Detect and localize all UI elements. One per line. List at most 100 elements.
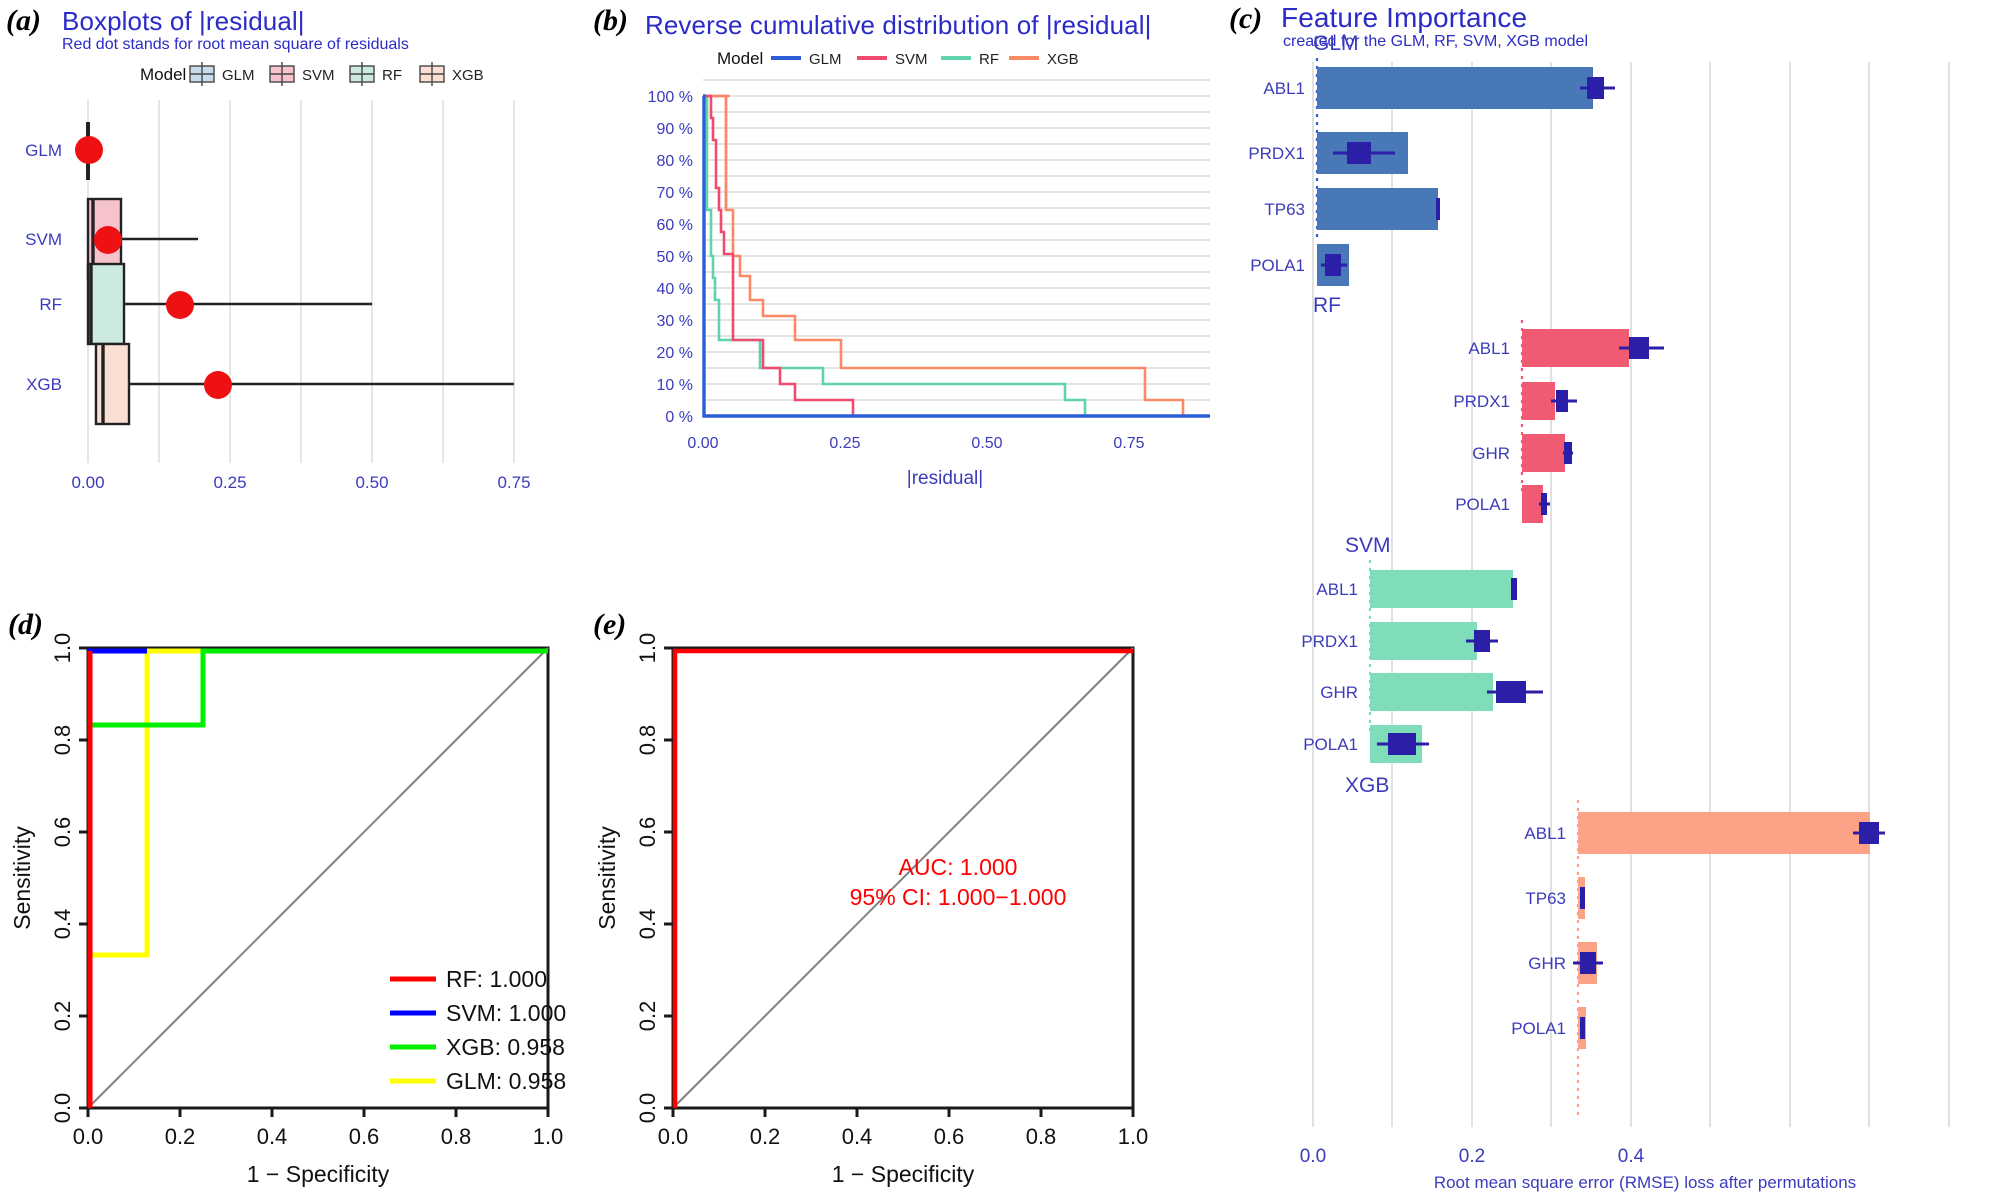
- panel-e-xtick-5: 1.0: [1118, 1124, 1149, 1149]
- panel-c-xtick-0: 0.0: [1300, 1146, 1326, 1167]
- panel-b-legend-label-glm: GLM: [809, 51, 842, 68]
- panel-d-diagonal: [87, 647, 549, 1109]
- panel-a-rmse-dot-svm: [94, 226, 122, 254]
- panel-c-feature-glm-prdx1: PRDX1: [1248, 144, 1305, 163]
- panel-d-legend-label-glm: GLM: 0.958: [446, 1068, 566, 1094]
- panel-c-bar-rf-prdx1: [1522, 382, 1577, 420]
- panel-b-legend-item-xgb[interactable]: XGB: [1009, 51, 1079, 68]
- panel-b-legend-item-glm[interactable]: GLM: [771, 51, 842, 68]
- panel-c-bar-rf-abl1: [1522, 329, 1664, 367]
- panel-a-legend-label-xgb: XGB: [452, 67, 484, 84]
- panel-c-bar-svm-prdx1: [1370, 622, 1498, 660]
- panel-e-series-roc: [672, 648, 1133, 1108]
- panel-a-legend-item-rf[interactable]: RF: [349, 62, 402, 86]
- panel-c-plot: GLM ABL1 PRDX1 TP63 POLA1: [1248, 32, 1950, 1192]
- panel-e-ytick-0: 0.0: [635, 1093, 660, 1124]
- panel-c-feature-xgb-tp63: TP63: [1525, 889, 1566, 908]
- panel-a-box-rf: [86, 262, 372, 346]
- panel-b-ytick-30: 30 %: [657, 313, 693, 330]
- panel-b-series-svm: [703, 94, 1210, 418]
- panel-e-plot: 0.0 0.2 0.4 0.6 0.8 1.0 0.0 0.2 0.4 0.6 …: [594, 633, 1149, 1187]
- panel-a-ylabel-glm: GLM: [25, 141, 62, 160]
- panel-b-legend-item-svm[interactable]: SVM: [857, 51, 928, 68]
- panel-a-rmse-dot-glm: [75, 136, 103, 164]
- panel-b-legend-item-rf[interactable]: RF: [941, 51, 999, 68]
- panel-c-xlabel: Root mean square error (RMSE) loss after…: [1434, 1173, 1856, 1192]
- panel-e-ylabel: Sensitivity: [594, 826, 620, 930]
- panel-b-series-rf: [703, 94, 1210, 418]
- panel-e-ytick-2: 0.4: [635, 909, 660, 940]
- panel-b-tag: (b): [593, 4, 628, 37]
- panel-e-xticks: [671, 1108, 1135, 1117]
- panel-b-ytick-50: 50 %: [657, 249, 693, 266]
- panel-d-ytick-1: 0.2: [50, 1001, 75, 1032]
- panel-c-feature-svm-pola1: POLA1: [1303, 735, 1358, 754]
- panel-b-plot: Model GLM SVM RF XGB: [648, 49, 1210, 489]
- panel-c-feature-rf-abl1: ABL1: [1468, 339, 1510, 358]
- panel-c-bar-rf-ghr: [1522, 434, 1573, 472]
- panel-c-title: Feature Importance: [1281, 2, 1528, 33]
- panel-a-legend-item-glm[interactable]: GLM: [189, 62, 255, 86]
- panel-d-ytick-3: 0.6: [50, 817, 75, 848]
- panel-e-ytick-1: 0.2: [635, 1001, 660, 1032]
- panel-e-diagonal: [672, 647, 1134, 1109]
- panel-a-tag: (a): [6, 4, 41, 37]
- panel-e-ytick-3: 0.6: [635, 817, 660, 848]
- panel-a-ylabel-svm: SVM: [25, 230, 62, 249]
- panel-b-rcd: (b) Reverse cumulative distribution of |…: [585, 0, 1225, 590]
- panel-d-ytick-0: 0.0: [50, 1093, 75, 1124]
- panel-d-ylabel: Sensitivity: [9, 826, 35, 930]
- panel-c-feature-rf-prdx1: PRDX1: [1453, 392, 1510, 411]
- panel-e-xtick-3: 0.6: [934, 1124, 965, 1149]
- panel-a-box-glm: [75, 122, 103, 180]
- panel-a-legend-item-xgb[interactable]: XGB: [419, 62, 484, 86]
- panel-d-ytick-2: 0.4: [50, 909, 75, 940]
- panel-a-rmse-dot-xgb: [204, 371, 232, 399]
- panel-d-xtick-4: 0.8: [441, 1124, 472, 1149]
- panel-a-title: Boxplots of |residual|: [62, 6, 305, 36]
- panel-a-xtick-0: 0.00: [71, 473, 104, 492]
- panel-c-bar-rf-pola1: [1522, 485, 1550, 523]
- panel-b-xlabel: |residual|: [907, 468, 983, 489]
- panel-a-legend-item-svm[interactable]: SVM: [269, 62, 335, 86]
- panel-b-legend-title: Model: [717, 49, 763, 68]
- panel-c-bar-xgb-tp63: [1578, 877, 1585, 919]
- panel-c-bar-glm-tp63: [1317, 188, 1440, 230]
- panel-d-xtick-5: 1.0: [533, 1124, 564, 1149]
- panel-d-xtick-0: 0.0: [73, 1124, 104, 1149]
- panel-b-ytick-90: 90 %: [657, 121, 693, 138]
- panel-b-xtick-3: 0.75: [1113, 435, 1144, 452]
- panel-c-feature-rf-pola1: POLA1: [1455, 495, 1510, 514]
- panel-c-subtitle: created for the GLM, RF, SVM, XGB model: [1283, 33, 1588, 50]
- panel-d-ytick-4: 0.8: [50, 725, 75, 756]
- panel-c-group-label-rf: RF: [1313, 294, 1341, 317]
- panel-d-xlabel: 1 − Specificity: [247, 1161, 390, 1187]
- panel-d-xticks: [86, 1108, 550, 1117]
- panel-b-xtick-0: 0.00: [687, 435, 718, 452]
- panel-c-feature-svm-ghr: GHR: [1320, 683, 1358, 702]
- panel-a-box-xgb: [94, 342, 514, 426]
- panel-c-feature-glm-abl1: ABL1: [1263, 79, 1305, 98]
- panel-e-ytick-4: 0.8: [635, 725, 660, 756]
- panel-e-roc: (e) 0.0 0.2 0.4 0.6 0.8 1.0 0.0: [585, 588, 1225, 1197]
- panel-c-feature-xgb-ghr: GHR: [1528, 954, 1566, 973]
- panel-c-xtick-2: 0.4: [1618, 1146, 1645, 1167]
- panel-c-bar-xgb-pola1: [1578, 1007, 1586, 1049]
- panel-b-ytick-10: 10 %: [657, 377, 693, 394]
- panel-e-tag: (e): [593, 608, 627, 641]
- panel-d-roc: (d) 0.0 0.2 0.4 0.6 0.8 1.0: [0, 588, 600, 1197]
- panel-c-group-label-svm: SVM: [1345, 534, 1391, 557]
- panel-c-bar-glm-prdx1: [1317, 132, 1408, 174]
- panel-b-ytick-20: 20 %: [657, 345, 693, 362]
- panel-c-feature-rf-ghr: GHR: [1472, 444, 1510, 463]
- panel-b-gridlines: [703, 79, 1210, 417]
- panel-c-bar-svm-abl1: [1370, 570, 1517, 608]
- panel-a-xtick-1: 0.25: [213, 473, 246, 492]
- panel-c-bar-glm-abl1: [1317, 67, 1615, 109]
- panel-a-xtick-3: 0.75: [497, 473, 530, 492]
- panel-c-feature-xgb-pola1: POLA1: [1511, 1019, 1566, 1038]
- panel-a-plot: Model GLM SVM RF XGB: [25, 62, 531, 492]
- panel-e-xlabel: 1 − Specificity: [832, 1161, 975, 1187]
- panel-b-series-glm: [702, 94, 1210, 418]
- panel-d-yticks: [79, 646, 88, 1110]
